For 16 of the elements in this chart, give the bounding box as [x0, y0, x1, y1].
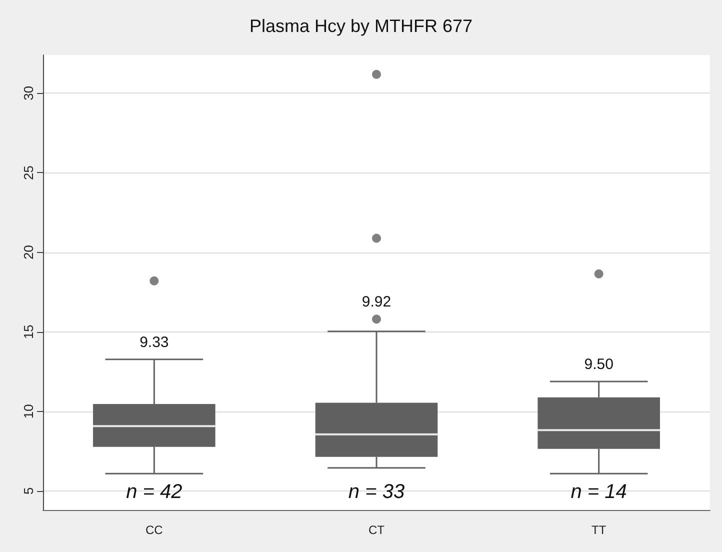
- y-tick-label: 20: [21, 245, 36, 260]
- annotation: n = 14: [570, 481, 627, 503]
- y-tick-label: 15: [21, 324, 36, 340]
- annotation: n = 33: [348, 481, 405, 503]
- annotation: 9.50: [584, 356, 614, 373]
- annotation: 9.33: [140, 334, 169, 351]
- y-tick-label: 5: [21, 487, 36, 495]
- y-tick-label: 30: [21, 86, 36, 100]
- annotation: 9.92: [362, 294, 392, 311]
- x-tick-label: CC: [145, 523, 164, 537]
- y-tick-label: 25: [21, 165, 36, 180]
- chart-title: Plasma Hcy by MTHFR 677: [249, 16, 473, 36]
- y-tick-label: 10: [21, 404, 36, 419]
- x-tick-label: CT: [368, 523, 386, 537]
- x-tick-label: TT: [591, 523, 607, 537]
- annotation: n = 42: [126, 481, 182, 503]
